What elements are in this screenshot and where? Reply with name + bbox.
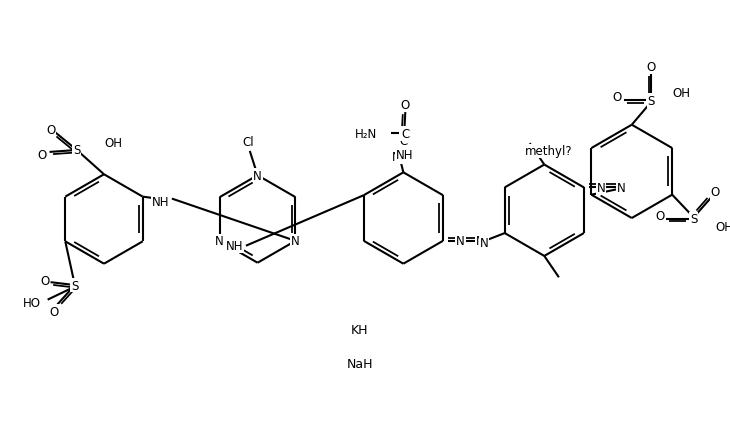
Text: O: O	[401, 99, 410, 112]
Text: N: N	[215, 235, 224, 248]
Text: N: N	[291, 235, 300, 248]
Text: S: S	[648, 95, 655, 108]
Text: O: O	[40, 274, 50, 287]
Text: N: N	[597, 181, 606, 194]
Text: O: O	[50, 305, 59, 318]
Text: NH: NH	[392, 151, 410, 164]
Text: HO: HO	[23, 297, 41, 309]
Text: KH: KH	[351, 324, 369, 336]
Text: N: N	[616, 181, 625, 194]
Text: S: S	[690, 213, 697, 226]
Text: N: N	[475, 235, 484, 248]
Text: C: C	[399, 134, 407, 148]
Text: NH: NH	[151, 195, 169, 208]
Text: NaH: NaH	[346, 357, 373, 371]
Text: O: O	[46, 124, 55, 137]
Text: N: N	[456, 235, 465, 248]
Text: S: S	[73, 144, 80, 157]
Text: S: S	[71, 279, 79, 292]
Text: O: O	[612, 91, 622, 104]
Text: OH: OH	[104, 136, 122, 149]
Text: O: O	[710, 186, 720, 199]
Text: N: N	[480, 237, 488, 250]
Text: methyl?: methyl?	[526, 145, 573, 158]
Text: O: O	[647, 61, 656, 74]
Text: N: N	[253, 170, 262, 182]
Text: H₂N: H₂N	[355, 127, 377, 141]
Text: OH: OH	[672, 87, 691, 100]
Text: NH: NH	[226, 240, 243, 253]
Text: C: C	[402, 127, 410, 141]
Text: NH: NH	[396, 149, 413, 162]
Text: OH: OH	[715, 221, 730, 234]
Text: O: O	[655, 209, 664, 222]
Text: O: O	[37, 149, 47, 162]
Text: Cl: Cl	[242, 135, 253, 148]
